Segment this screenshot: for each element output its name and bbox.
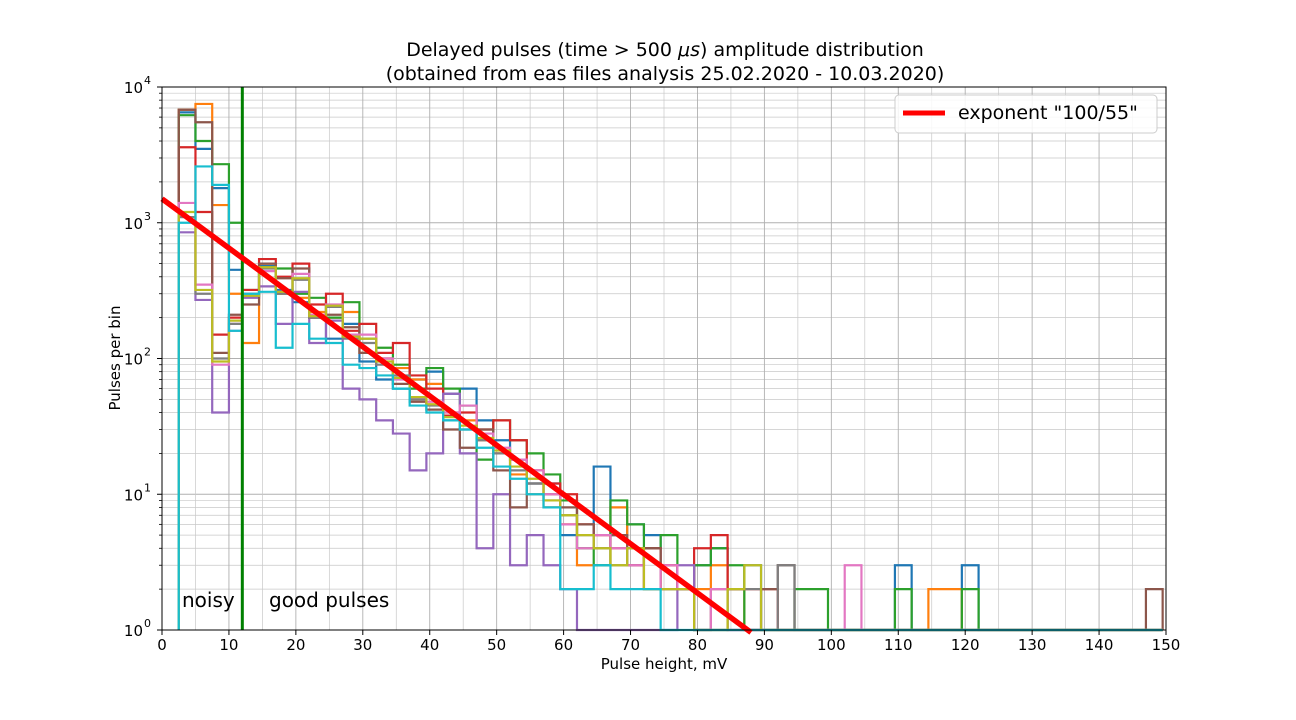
x-tick-label: 40 — [420, 636, 439, 654]
x-tick-label: 150 — [1152, 636, 1181, 654]
x-tick-label: 0 — [157, 636, 167, 654]
overlay-layer — [160, 87, 753, 635]
histogram-series-3 — [177, 114, 1163, 632]
x-tick-label: 20 — [286, 636, 305, 654]
noisy-annotation: noisy — [182, 588, 235, 612]
y-tick-exponent: 1 — [144, 481, 151, 494]
grid — [162, 86, 1166, 631]
y-tick-label: 10 — [124, 79, 143, 97]
x-tick-label: 30 — [353, 636, 372, 654]
good-pulses-annotation: good pulses — [269, 588, 389, 612]
histogram-series-8 — [177, 216, 1163, 632]
y-tick-label: 10 — [124, 215, 143, 233]
y-tick-exponent: 4 — [144, 74, 151, 87]
histogram-series-9 — [177, 210, 1163, 632]
x-tick-label: 90 — [755, 636, 774, 654]
x-tick-label: 80 — [688, 636, 707, 654]
y-tick-label: 10 — [124, 486, 143, 504]
x-tick-label: 10 — [219, 636, 238, 654]
legend: exponent "100/55" — [894, 94, 1158, 134]
histogram-series-2 — [177, 102, 1163, 632]
x-tick-label: 100 — [817, 636, 846, 654]
chart-title-line2: (obtained from eas files analysis 25.02.… — [386, 63, 945, 85]
x-tick-label: 50 — [487, 636, 506, 654]
x-tick-label: 60 — [554, 636, 573, 654]
series-layer — [177, 102, 1164, 632]
x-tick-label: 110 — [884, 636, 913, 654]
chart-title-line1: Delayed pulses (time > 500 μs) amplitude… — [406, 39, 924, 61]
histogram-series-6 — [177, 108, 1164, 632]
y-tick-label: 10 — [124, 351, 143, 369]
x-tick-label: 130 — [1018, 636, 1047, 654]
y-tick-exponent: 3 — [144, 210, 151, 223]
histogram-series-7 — [177, 201, 1163, 632]
legend-box — [894, 94, 1158, 134]
y-tick-label: 10 — [124, 622, 143, 640]
x-axis-label: Pulse height, mV — [601, 655, 728, 673]
x-tick-label: 140 — [1085, 636, 1114, 654]
histogram-series-1 — [177, 111, 1163, 632]
y-tick-exponent: 0 — [144, 617, 151, 630]
legend-label: exponent "100/55" — [958, 102, 1138, 124]
fit-exponent-line — [160, 196, 753, 635]
x-tick-label: 70 — [621, 636, 640, 654]
y-axis-label: Pulses per bin — [106, 306, 124, 411]
y-tick-exponent: 2 — [144, 346, 151, 359]
x-tick-label: 120 — [951, 636, 980, 654]
